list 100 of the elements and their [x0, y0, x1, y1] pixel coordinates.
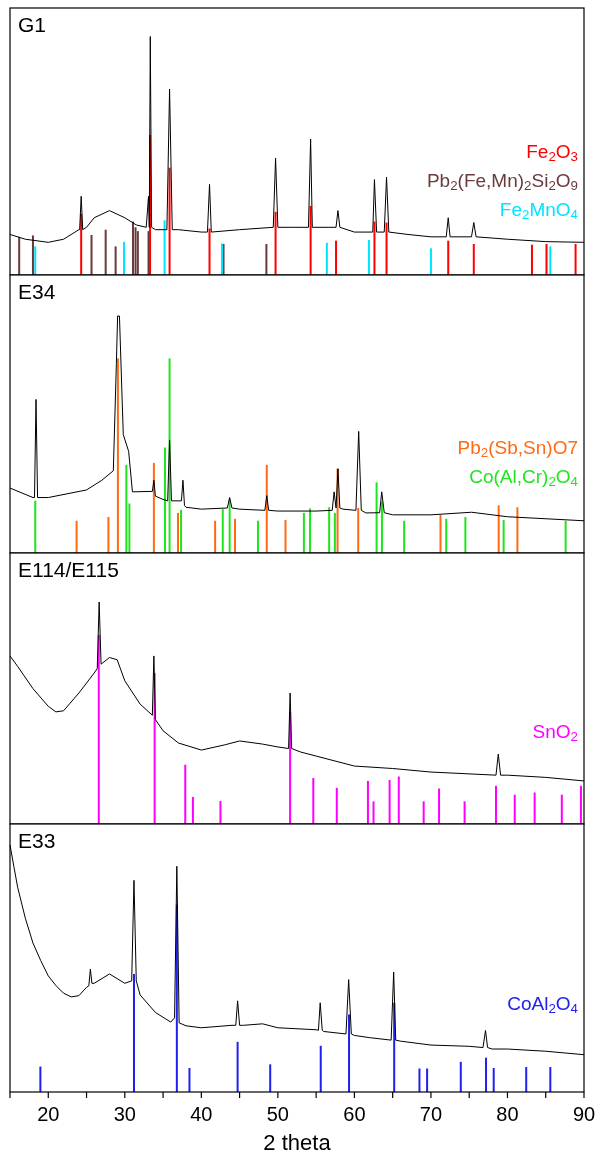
bar [236, 1041, 239, 1092]
bar [533, 792, 536, 824]
bar [269, 1064, 272, 1092]
bar [125, 464, 128, 553]
bar [228, 499, 231, 553]
bar [265, 244, 268, 275]
bar [366, 780, 369, 824]
chart-title: G1 [18, 13, 47, 36]
bar [114, 246, 117, 275]
bar [325, 242, 328, 275]
text: Pb$_{2}$(Sb,Sn)O7 [457, 437, 578, 461]
bar [388, 780, 391, 824]
bar [380, 501, 383, 553]
x-tick-label: 90 [572, 1103, 596, 1125]
bar [560, 794, 563, 824]
bar [284, 520, 287, 553]
bar [208, 228, 211, 275]
chart-title: E114/E115 [18, 558, 119, 581]
bar [180, 509, 183, 553]
x-tick-label: 50 [266, 1103, 289, 1125]
bar [549, 1067, 552, 1092]
bar [549, 246, 552, 275]
bar [564, 520, 567, 553]
bar [348, 1014, 351, 1092]
bar [147, 231, 150, 275]
chart-title: E33 [18, 829, 56, 852]
x-axis-title: 2 theta [263, 1130, 332, 1155]
bar [163, 220, 166, 275]
bar [97, 634, 100, 824]
bar [525, 1067, 528, 1092]
x-tick-label: 80 [496, 1103, 519, 1125]
bar [123, 241, 126, 275]
bar [31, 235, 34, 275]
bar [445, 518, 448, 553]
bar [75, 520, 78, 553]
bar [168, 167, 171, 275]
bar [530, 244, 533, 275]
bar [184, 764, 187, 824]
bar [274, 211, 277, 275]
bar [438, 788, 441, 824]
bar [309, 508, 312, 553]
x-tick-label: 30 [113, 1103, 136, 1125]
x-tick-label: 40 [190, 1103, 213, 1125]
bar [545, 244, 548, 275]
bar [136, 231, 139, 275]
bar [163, 447, 166, 553]
bar [418, 1068, 421, 1092]
x-tick-label: 20 [37, 1103, 60, 1125]
bar [485, 1057, 488, 1092]
bar [447, 240, 450, 275]
bar [312, 778, 315, 824]
bar [429, 248, 432, 275]
bar [497, 505, 500, 553]
bar [439, 515, 442, 553]
bar [373, 221, 376, 275]
bar [18, 236, 21, 275]
bar [104, 229, 107, 275]
bar [116, 358, 119, 553]
bar [397, 776, 400, 824]
bar [367, 239, 370, 275]
bar [333, 512, 336, 553]
bar [34, 500, 37, 553]
text: CoAl$_{2}$O$_{4}$ [507, 993, 578, 1017]
series-label: Fe$_{2}$MnO$_{4}$ [499, 199, 578, 223]
bar [214, 520, 217, 553]
bar [90, 234, 93, 275]
bar [319, 1045, 322, 1092]
x-tick-label: 60 [343, 1103, 366, 1125]
bar [34, 246, 37, 275]
bar [472, 244, 475, 275]
bar [492, 1068, 495, 1092]
bar [513, 794, 516, 824]
bar [188, 1068, 191, 1092]
text: Pb$_{2}$(Fe,Mn)$_{2}$Si$_{2}$O$_{9}$ [426, 170, 578, 194]
bar [516, 507, 519, 553]
bar [256, 520, 259, 553]
bar [191, 796, 194, 824]
bar [574, 244, 577, 275]
bar [502, 520, 505, 553]
bar [403, 520, 406, 553]
bar [39, 1066, 42, 1092]
text: Fe$_{2}$O$_{3}$ [526, 141, 578, 165]
bar [328, 507, 331, 553]
bar [335, 787, 338, 824]
bar [422, 801, 425, 824]
chart-title: E34 [18, 280, 56, 303]
bar [219, 800, 222, 824]
bar [131, 221, 134, 275]
bar [459, 1061, 462, 1092]
bar [357, 507, 360, 553]
text: SnO$_{2}$ [532, 721, 578, 745]
bar [134, 227, 137, 275]
bar [375, 482, 378, 553]
bar [464, 516, 467, 553]
bar [302, 512, 305, 553]
bar [579, 785, 582, 824]
bar [132, 973, 135, 1092]
bar [494, 785, 497, 824]
bar [426, 1068, 429, 1092]
x-tick-label: 70 [419, 1103, 443, 1125]
